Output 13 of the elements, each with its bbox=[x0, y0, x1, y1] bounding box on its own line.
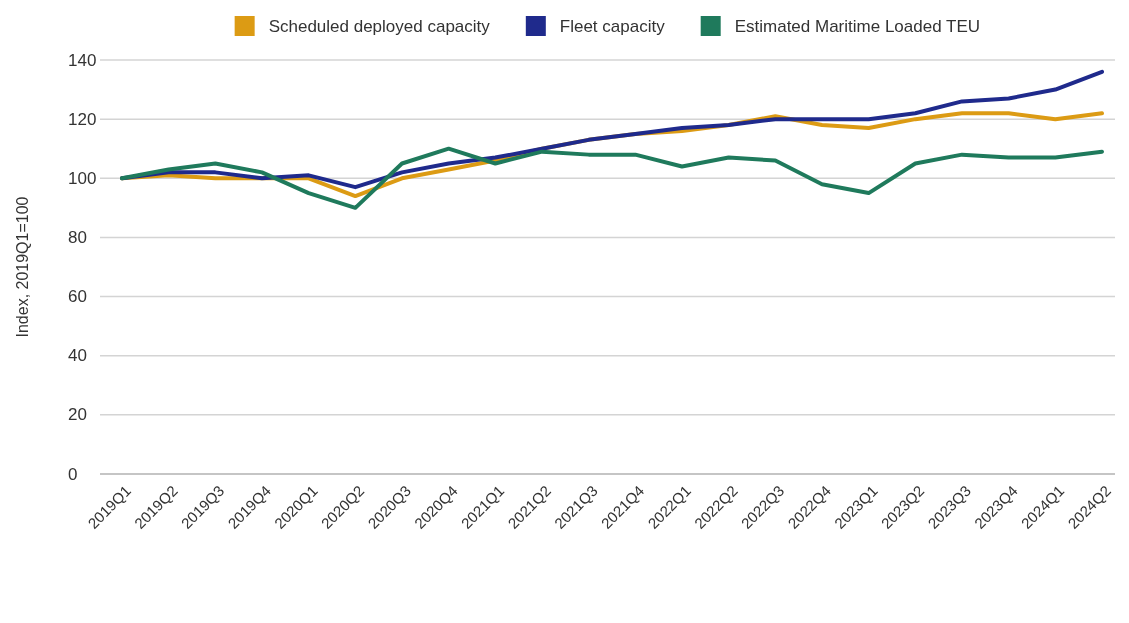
y-tick-label: 60 bbox=[68, 287, 87, 307]
legend-label: Scheduled deployed capacity bbox=[268, 16, 491, 36]
y-tick-label: 80 bbox=[68, 227, 87, 247]
line-series bbox=[120, 146, 1104, 210]
y-axis-title: Index, 2019Q1=100 bbox=[13, 196, 31, 338]
y-tick-label: 0 bbox=[68, 464, 78, 484]
y-tick-label: 140 bbox=[68, 50, 97, 70]
y-tick-label: 100 bbox=[68, 168, 97, 188]
y-tick-label: 20 bbox=[68, 405, 87, 425]
y-tick-label: 120 bbox=[68, 109, 97, 129]
legend-label: Fleet capacity bbox=[559, 16, 666, 36]
y-tick-label: 40 bbox=[68, 346, 87, 366]
legend-label: Estimated Maritime Loaded TEU bbox=[734, 16, 981, 36]
